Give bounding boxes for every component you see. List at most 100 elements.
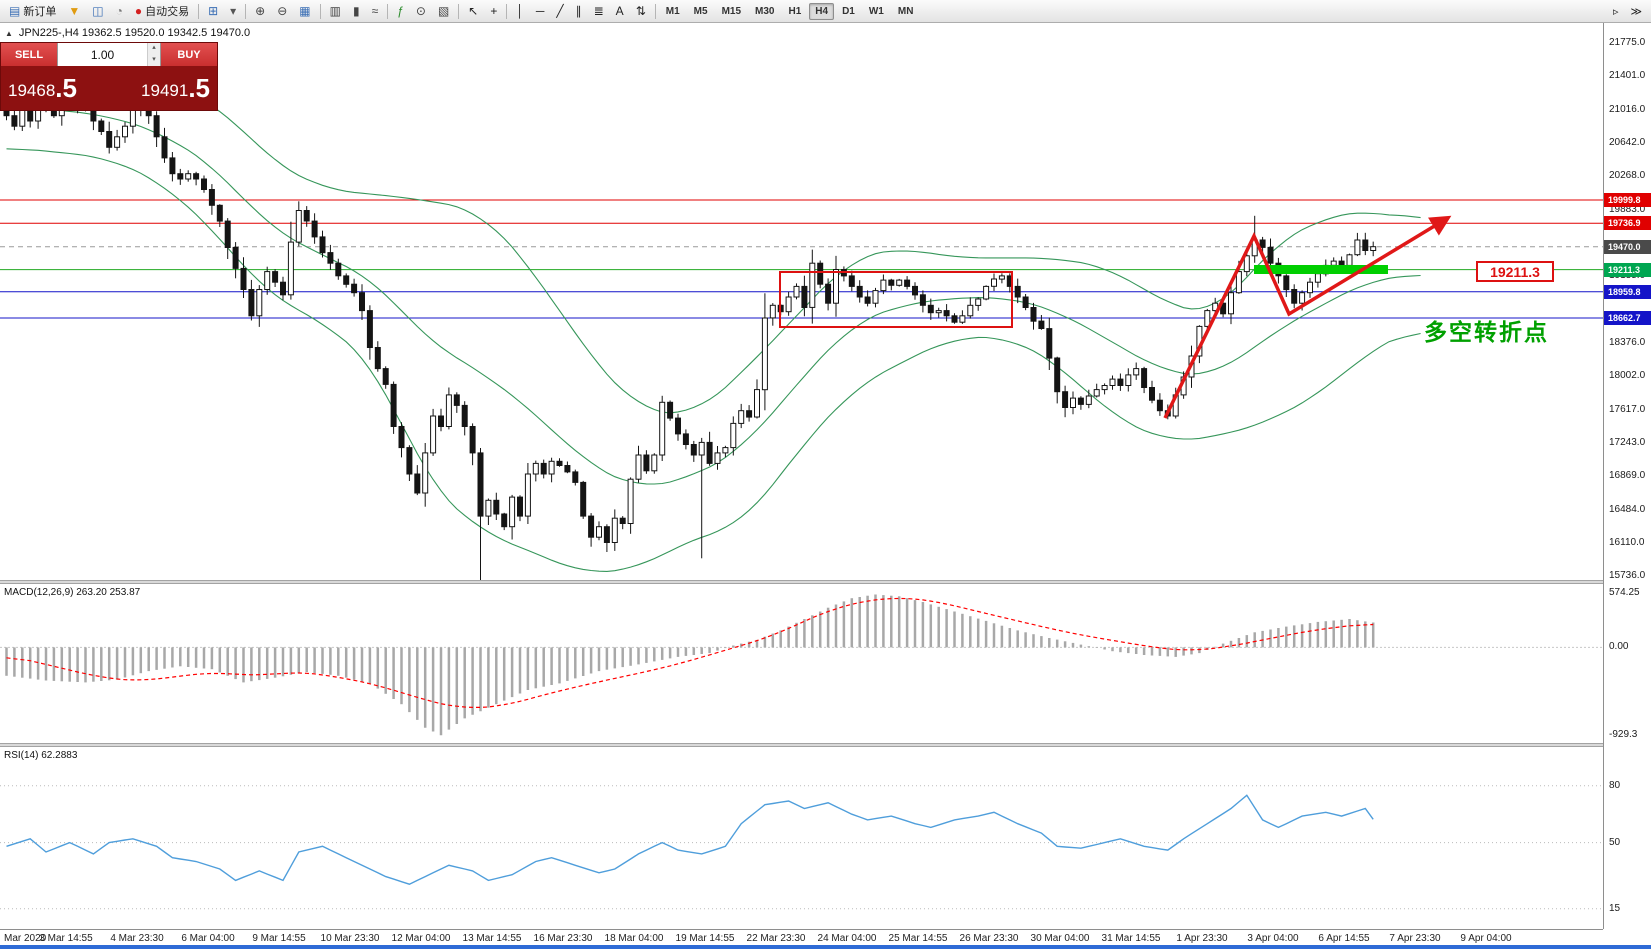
auto-scroll-icon[interactable]: ≫ (1630, 5, 1642, 18)
time-axis-label: 18 Mar 04:00 (604, 933, 664, 944)
toolbar: ▤ 新订单 ▼ ◫ ◔ ● 自动交易 ⊞ ▾ ⊕ ⊖ ▦ ▥ ▮ ≈ ƒ ⊙ ▧ ↖ + │ ─ ╱ ∥ ≣ A ⇅ M1 M5 M15… (0, 0, 1651, 23)
volume-spinner: ▴ ▾ (147, 43, 160, 66)
data-window-icon: ◔ (115, 4, 123, 18)
horizontal-line-icon[interactable]: ─ (531, 2, 550, 21)
panel-toggle-icon[interactable]: ▲ (5, 28, 13, 38)
cursor-icon[interactable]: ↖ (463, 2, 483, 21)
toolbar-separator (506, 3, 508, 19)
cursor-icon: ↖ (468, 4, 479, 18)
text-tool-icon[interactable]: A (611, 2, 629, 21)
price-axis-label: 20268.0 (1609, 170, 1646, 182)
crosshair-icon[interactable]: + (485, 2, 502, 21)
time-axis-label: 22 Mar 23:30 (746, 933, 806, 944)
time-axis-label: 9 Apr 04:00 (1460, 933, 1512, 944)
auto-trading-button-label: 自动交易 (145, 6, 190, 18)
timeframe-h1[interactable]: H1 (788, 5, 802, 17)
price-axis-label: 21401.0 (1609, 70, 1646, 82)
timeframe-h4[interactable]: H4 (809, 2, 835, 20)
one-click-trading-panel: SELL ▴ ▾ BUY 19468 .5 19491 .5 (0, 42, 218, 111)
price-axis-label: 16484.0 (1609, 504, 1646, 516)
time-axis-label: 4 Mar 23:30 (110, 933, 164, 944)
time-axis-label: 26 Mar 23:30 (959, 933, 1019, 944)
time-axis-label: 3 Apr 04:00 (1247, 933, 1299, 944)
line-chart-icon: ≈ (371, 4, 379, 18)
macd-axis-label: 0.00 (1609, 641, 1629, 653)
price-axis-label: 18002.0 (1609, 370, 1646, 382)
templates-icon: ▧ (437, 4, 450, 18)
periods-icon[interactable]: ⊙ (411, 2, 431, 21)
auto-trading-button[interactable]: ● 自动交易 (130, 2, 194, 21)
bar-chart-icon[interactable]: ▥ (325, 2, 346, 21)
timeframe-m5[interactable]: M5 (693, 5, 708, 17)
trendline-icon[interactable]: ╱ (551, 2, 568, 21)
candlestick-chart-icon[interactable]: ▮ (348, 2, 365, 21)
buy-price-pips: .5 (188, 72, 210, 103)
price-axis-label: 18376.0 (1609, 337, 1646, 349)
market-watch-icon[interactable]: ◫ (87, 2, 108, 21)
indicators-icon[interactable]: ƒ (392, 2, 409, 21)
time-axis-label: 30 Mar 04:00 (1030, 933, 1090, 944)
time-axis-label: 10 Mar 23:30 (320, 933, 380, 944)
time-axis-label: 6 Apr 14:55 (1318, 933, 1370, 944)
macd-label: MACD(12,26,9) 263.20 253.87 (4, 587, 141, 598)
buy-button[interactable]: BUY (161, 43, 217, 66)
sell-button[interactable]: SELL (1, 43, 57, 66)
bottom-strip (0, 945, 1651, 949)
fibonacci-icon: ≣ (593, 4, 604, 18)
vertical-line-icon[interactable]: │ (511, 2, 529, 21)
fibonacci-icon[interactable]: ≣ (589, 2, 609, 21)
indicators-icon: ƒ (397, 4, 404, 18)
timeframe-m1[interactable]: M1 (665, 5, 680, 17)
tile-windows-icon: ▦ (299, 4, 311, 18)
tile-windows-icon[interactable]: ▦ (294, 2, 315, 21)
toolbar-buttons: ▤ 新订单 ▼ ◫ ◔ ● 自动交易 ⊞ ▾ ⊕ ⊖ ▦ ▥ ▮ ≈ ƒ ⊙ ▧ ↖ + │ ─ ╱ ∥ ≣ A ⇅ (3, 0, 659, 22)
price-tag-19736.9: 19736.9 (1604, 216, 1651, 231)
funnel-icon[interactable]: ▼ (63, 2, 85, 21)
macd-splitter[interactable] (0, 580, 1651, 584)
volume-up-button[interactable]: ▴ (148, 43, 160, 55)
bar-chart-icon: ▥ (329, 4, 341, 18)
turning-point-text[interactable]: 多空转折点 (1424, 319, 1549, 345)
time-axis-label: 13 Mar 14:55 (462, 933, 522, 944)
timeframe-d1[interactable]: D1 (842, 5, 855, 17)
zoom-in-icon[interactable]: ⊕ (250, 2, 270, 21)
time-axis-label: 25 Mar 14:55 (888, 933, 948, 944)
macd-axis-label: 574.25 (1609, 587, 1640, 599)
profiles-icon[interactable]: ▾ (225, 2, 241, 21)
new-order-button[interactable]: ▤ 新订单 (4, 2, 61, 21)
new-chart-icon[interactable]: ⊞ (203, 2, 223, 21)
new-order-icon: ▤ (9, 4, 21, 18)
timeframe-m30[interactable]: M30 (755, 5, 775, 17)
equidistant-channel-icon[interactable]: ∥ (571, 2, 587, 21)
axis-separator (1603, 23, 1604, 929)
line-chart-icon[interactable]: ≈ (367, 2, 384, 21)
rsi-splitter[interactable] (0, 743, 1651, 747)
timeframe-m15[interactable]: M15 (721, 5, 742, 17)
rsi-axis-label: 15 (1609, 902, 1621, 914)
price-tag-19211.3: 19211.3 (1604, 262, 1651, 277)
price-level-label[interactable]: 19211.3 (1476, 261, 1554, 282)
macd-axis-label: -929.3 (1609, 729, 1638, 741)
buy-price[interactable]: 19491 .5 (141, 72, 210, 103)
toolbar-separator (245, 3, 247, 19)
price-axis-label: 16869.0 (1609, 470, 1646, 482)
arrows-tool-icon[interactable]: ⇅ (631, 2, 651, 21)
timeframe-mn[interactable]: MN (897, 5, 914, 17)
templates-icon[interactable]: ▧ (433, 2, 454, 21)
chart-shift-icon[interactable]: ▹ (1612, 5, 1619, 18)
sell-price[interactable]: 19468 .5 (8, 72, 77, 103)
funnel-icon: ▼ (68, 4, 81, 18)
zoom-out-icon[interactable]: ⊖ (272, 2, 292, 21)
zoom-out-icon: ⊖ (277, 4, 288, 18)
sell-price-pips: .5 (55, 72, 77, 103)
timeframe-w1[interactable]: W1 (868, 5, 884, 17)
time-axis: Mar 2020 3 Mar 14:55 4 Mar 23:30 6 Mar 04:0… (0, 929, 1603, 946)
volume-down-button[interactable]: ▾ (148, 54, 160, 66)
price-tag-18959.8: 18959.8 (1604, 284, 1651, 299)
time-axis-label: Mar 2020 (4, 933, 47, 944)
volume-input[interactable] (58, 43, 147, 66)
data-window-icon[interactable]: ◔ (111, 2, 128, 21)
price-axis-label: 21775.0 (1609, 37, 1646, 49)
